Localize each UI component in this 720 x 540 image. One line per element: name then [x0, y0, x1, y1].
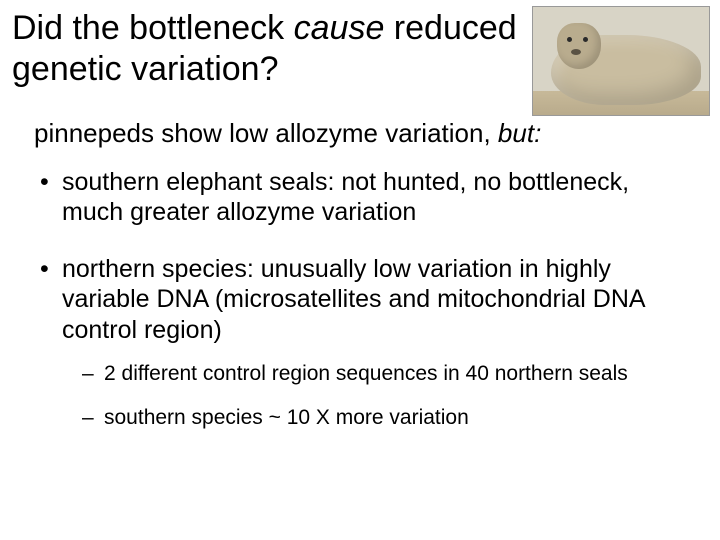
seal-nose: [571, 49, 581, 55]
seal-eye-left: [567, 37, 572, 42]
bullet-list: southern elephant seals: not hunted, no …: [34, 167, 686, 432]
seal-head: [557, 23, 601, 69]
sub-bullet-text: southern species ~ 10 X more variation: [104, 406, 469, 429]
subhead-part1: pinnepeds show low allozyme variation,: [34, 118, 498, 148]
bullet-item: northern species: unusually low variatio…: [34, 254, 686, 432]
seal-photo: [532, 6, 710, 116]
seal-eye-right: [583, 37, 588, 42]
subheading: pinnepeds show low allozyme variation, b…: [34, 118, 686, 167]
sub-bullet-text: 2 different control region sequences in …: [104, 362, 628, 385]
bullet-text: northern species: unusually low variatio…: [62, 255, 644, 344]
sub-bullet-item: southern species ~ 10 X more variation: [80, 405, 686, 431]
slide-title: Did the bottleneck cause reduced genetic…: [12, 8, 518, 90]
sub-bullet-item: 2 different control region sequences in …: [80, 361, 686, 387]
title-part1: Did the bottleneck: [12, 9, 294, 47]
title-italic: cause: [294, 9, 385, 47]
sub-bullet-list: 2 different control region sequences in …: [62, 361, 686, 432]
slide-title-area: Did the bottleneck cause reduced genetic…: [0, 0, 530, 90]
slide-body: pinnepeds show low allozyme variation, b…: [0, 90, 720, 432]
bullet-text: southern elephant seals: not hunted, no …: [62, 168, 629, 227]
subhead-italic: but:: [498, 118, 541, 148]
bullet-item: southern elephant seals: not hunted, no …: [34, 167, 686, 228]
